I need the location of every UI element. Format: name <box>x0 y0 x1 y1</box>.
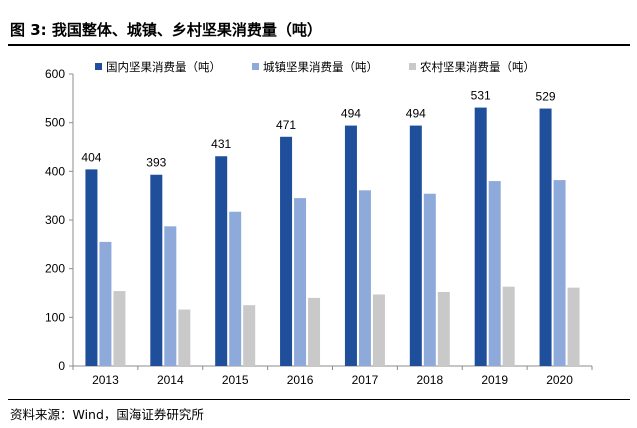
y-tick-label: 400 <box>45 164 65 178</box>
y-tick-label: 300 <box>45 213 65 227</box>
bar-series-2-2019 <box>488 181 501 366</box>
bar-series-3-2018 <box>437 292 450 366</box>
bar-series-3-2013 <box>113 291 126 366</box>
bar-series-1-2017 <box>344 125 357 366</box>
bar-series-1-2014 <box>150 174 163 366</box>
x-tick-label: 2019 <box>481 373 508 387</box>
bar-series-1-2018 <box>409 125 422 366</box>
x-tick-label: 2016 <box>287 373 314 387</box>
bar-series-1-2019 <box>474 107 487 366</box>
bar-series-3-2015 <box>243 305 256 366</box>
legend-swatch-1 <box>95 63 102 70</box>
bar-series-3-2017 <box>372 294 385 366</box>
bar-series-2-2015 <box>229 211 242 366</box>
bar-series-2-2016 <box>294 198 307 366</box>
chart-axes: 0 100 200 300 400 500 600 2013 2014 2015 2016 2017 2… <box>45 67 593 387</box>
legend-swatch-3 <box>409 63 416 70</box>
chart-data-labels: 404 393 431 471 494 494 531 529 <box>81 89 555 170</box>
legend-label-2: 城镇坚果消费量（吨） <box>263 60 378 74</box>
x-tick-label: 2015 <box>222 373 249 387</box>
x-tick-label: 2014 <box>157 373 184 387</box>
data-label-2020: 529 <box>536 90 556 104</box>
x-tick-label: 2020 <box>546 373 573 387</box>
y-tick-label: 0 <box>58 359 65 373</box>
chart-legend: 国内坚果消费量（吨） 城镇坚果消费量（吨） 农村坚果消费量（吨） <box>95 60 535 74</box>
bar-series-2-2014 <box>164 226 177 366</box>
title-rule <box>8 44 630 46</box>
data-label-2015: 431 <box>211 137 231 151</box>
data-label-2018: 494 <box>406 107 426 121</box>
bar-series-3-2016 <box>308 297 321 366</box>
y-tick-label: 600 <box>45 67 65 81</box>
data-label-2017: 494 <box>341 107 361 121</box>
bar-series-1-2013 <box>85 169 98 366</box>
bar-series-2-2018 <box>423 193 436 366</box>
y-tick-label: 100 <box>45 310 65 324</box>
bar-series-1-2020 <box>539 108 552 366</box>
source-rule <box>8 399 630 400</box>
x-tick-label: 2018 <box>416 373 443 387</box>
x-tick-label: 2017 <box>352 373 379 387</box>
bar-series-3-2019 <box>502 286 515 366</box>
legend-label-1: 国内坚果消费量（吨） <box>106 60 221 74</box>
data-label-2014: 393 <box>146 156 166 170</box>
data-label-2019: 531 <box>471 89 491 103</box>
data-label-2016: 471 <box>276 118 296 132</box>
bar-series-2-2013 <box>99 241 112 366</box>
chart-bars <box>85 107 580 366</box>
legend-swatch-2 <box>252 63 259 70</box>
bar-series-1-2016 <box>280 136 293 366</box>
bar-series-2-2020 <box>553 180 566 366</box>
bar-series-1-2015 <box>215 156 228 366</box>
bar-series-2-2017 <box>358 190 371 366</box>
bar-series-3-2020 <box>567 287 580 366</box>
legend-label-3: 农村坚果消费量（吨） <box>420 60 535 74</box>
bar-series-3-2014 <box>178 309 191 366</box>
bar-chart: 0 100 200 300 400 500 600 2013 2014 2015 2016 2017 2… <box>45 60 593 387</box>
figure-title: 图 3: 我国整体、城镇、乡村坚果消费量（吨） <box>10 21 322 39</box>
source-note: 资料来源：Wind，国海证券研究所 <box>10 407 204 422</box>
y-tick-label: 500 <box>45 116 65 130</box>
y-tick-label: 200 <box>45 262 65 276</box>
x-tick-label: 2013 <box>92 373 119 387</box>
data-label-2013: 404 <box>81 150 101 164</box>
